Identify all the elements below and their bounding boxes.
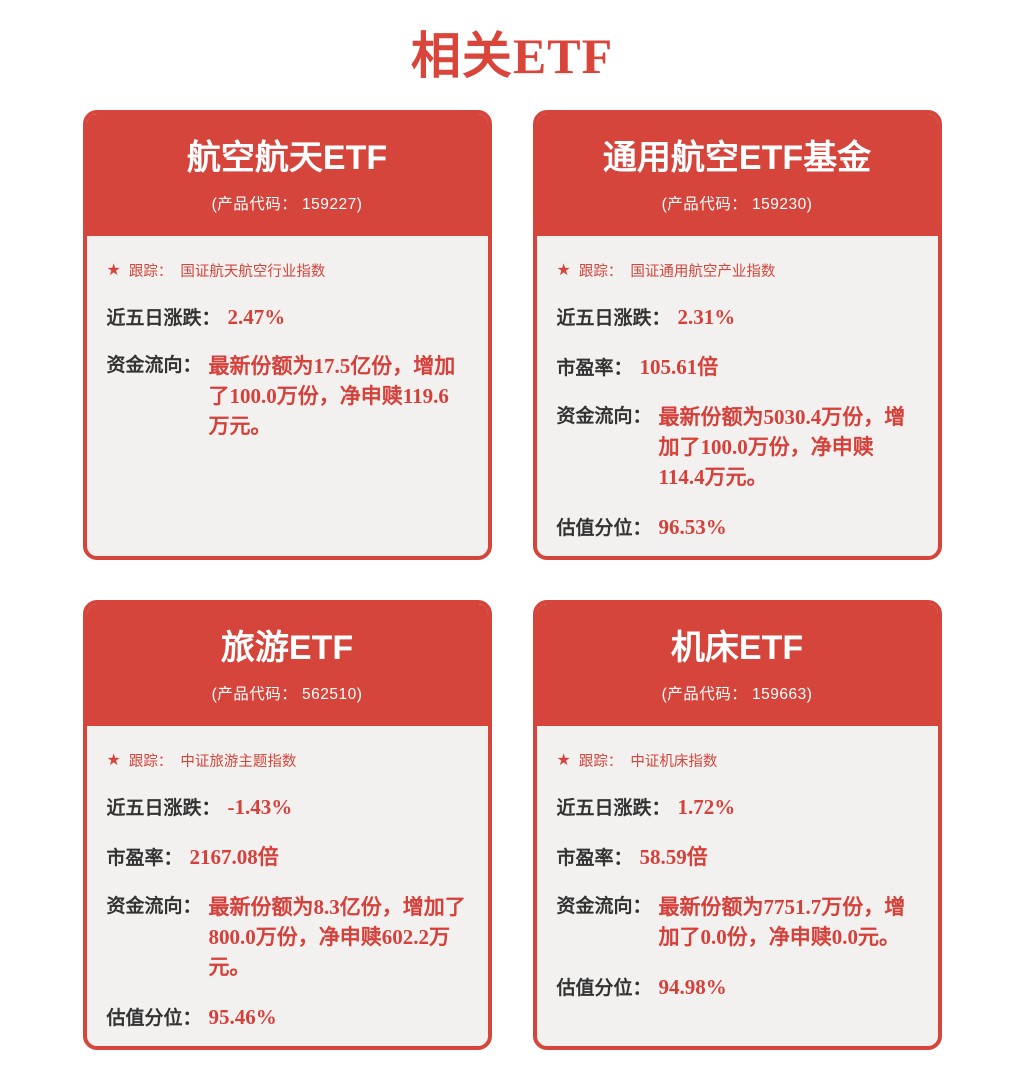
tracking-label: 跟踪： [128,754,173,771]
card-header: 机床ETF (产品代码： 159663) [536,604,938,727]
card-title: 通用航空ETF基金 [602,139,872,177]
valuation-value: 95.46% [208,1005,277,1030]
star-icon: ★ [556,751,571,769]
tracking-row: ★ 跟踪： 国证通用航空产业指数 [557,260,918,281]
valuation-value: 94.98% [658,975,727,1000]
valuation-label: 估值分位： [556,978,652,1000]
five-day-row: 近五日涨跌： 1.72% [557,793,918,820]
five-day-value: 1.72% [677,795,736,820]
fund-flow-row: 资金流向： 最新份额为17.5亿份，增加了100.0万份，净申赎119.6万元。 [107,351,468,441]
product-code: (产品代码： 562510) [211,686,363,704]
five-day-label: 近五日涨跌： [106,308,221,330]
five-day-label: 近五日涨跌： [556,308,671,330]
fund-flow-value: 最新份额为5030.4万份，增加了100.0万份，净申赎114.4万元。 [658,405,906,490]
product-code: (产品代码： 159230) [661,196,813,214]
five-day-row: 近五日涨跌： -1.43% [107,793,468,820]
tracking-index: 中证机床指数 [630,754,718,771]
card-header: 通用航空ETF基金 (产品代码： 159230) [536,114,938,237]
star-icon: ★ [556,261,571,279]
five-day-row: 近五日涨跌： 2.31% [557,303,918,330]
card-body: ★ 跟踪： 中证机床指数 近五日涨跌： 1.72% 市盈率： 58.59倍 资金… [537,726,938,1046]
etf-card-tourism: 旅游ETF (产品代码： 562510) ★ 跟踪： 中证旅游主题指数 近五日涨… [82,600,492,1050]
fund-flow-value: 最新份额为8.3亿份，增加了800.0万份，净申赎602.2万元。 [208,895,466,980]
tracking-index: 中证旅游主题指数 [180,754,297,771]
fund-flow-value: 最新份额为17.5亿份，增加了100.0万份，净申赎119.6万元。 [208,354,456,439]
tracking-label: 跟踪： [578,264,623,281]
pe-value: 2167.08倍 [189,845,279,870]
five-day-value: 2.47% [227,305,286,330]
tracking-row: ★ 跟踪： 国证航天航空行业指数 [107,260,468,281]
fund-flow-label: 资金流向： [106,355,202,377]
fund-flow-row: 资金流向： 最新份额为8.3亿份，增加了800.0万份，净申赎602.2万元。 [107,892,468,982]
tracking-label: 跟踪： [578,754,623,771]
fund-flow-row: 资金流向： 最新份额为7751.7万份，增加了0.0份，净申赎0.0元。 [557,892,918,952]
pe-label: 市盈率： [556,848,633,870]
five-day-value: -1.43% [227,795,293,820]
pe-value: 58.59倍 [639,845,708,870]
card-body: ★ 跟踪： 国证航天航空行业指数 近五日涨跌： 2.47% 资金流向： 最新份额… [87,236,488,556]
card-header: 航空航天ETF (产品代码： 159227) [86,114,488,237]
five-day-label: 近五日涨跌： [106,798,221,820]
card-title: 旅游ETF [220,629,354,667]
tracking-row: ★ 跟踪： 中证机床指数 [557,750,918,771]
valuation-value: 96.53% [658,515,727,540]
valuation-row: 估值分位： 95.46% [107,1003,468,1030]
five-day-row: 近五日涨跌： 2.47% [107,303,468,330]
card-body: ★ 跟踪： 中证旅游主题指数 近五日涨跌： -1.43% 市盈率： 2167.0… [87,726,488,1046]
card-title: 机床ETF [670,629,804,667]
product-code: (产品代码： 159227) [211,196,363,214]
tracking-label: 跟踪： [128,264,173,281]
etf-card-machine-tool: 机床ETF (产品代码： 159663) ★ 跟踪： 中证机床指数 近五日涨跌：… [532,600,942,1050]
five-day-value: 2.31% [677,305,736,330]
tracking-index: 国证通用航空产业指数 [630,264,776,281]
fund-flow-label: 资金流向： [106,896,202,918]
fund-flow-label: 资金流向： [556,896,652,918]
star-icon: ★ [106,261,121,279]
valuation-row: 估值分位： 94.98% [557,973,918,1000]
fund-flow-label: 资金流向： [556,406,652,428]
pe-value: 105.61倍 [639,355,719,380]
etf-card-aerospace: 航空航天ETF (产品代码： 159227) ★ 跟踪： 国证航天航空行业指数 … [82,110,492,560]
tracking-index: 国证航天航空行业指数 [180,264,326,281]
pe-row: 市盈率： 58.59倍 [557,841,918,871]
star-icon: ★ [106,751,121,769]
valuation-row: 估值分位： 96.53% [557,513,918,540]
page-title: 相关ETF [410,28,614,84]
product-code: (产品代码： 159663) [661,686,813,704]
tracking-row: ★ 跟踪： 中证旅游主题指数 [107,750,468,771]
valuation-label: 估值分位： [106,1008,202,1030]
pe-label: 市盈率： [106,848,183,870]
valuation-label: 估值分位： [556,518,652,540]
fund-flow-row: 资金流向： 最新份额为5030.4万份，增加了100.0万份，净申赎114.4万… [557,402,918,492]
pe-label: 市盈率： [556,358,633,380]
etf-grid: 航空航天ETF (产品代码： 159227) ★ 跟踪： 国证航天航空行业指数 … [0,110,1024,1050]
card-body: ★ 跟踪： 国证通用航空产业指数 近五日涨跌： 2.31% 市盈率： 105.6… [537,236,938,556]
five-day-label: 近五日涨跌： [556,798,671,820]
etf-card-general-aviation: 通用航空ETF基金 (产品代码： 159230) ★ 跟踪： 国证通用航空产业指… [532,110,942,560]
card-title: 航空航天ETF [186,139,388,177]
fund-flow-value: 最新份额为7751.7万份，增加了0.0份，净申赎0.0元。 [658,895,906,950]
card-header: 旅游ETF (产品代码： 562510) [86,604,488,727]
pe-row: 市盈率： 105.61倍 [557,351,918,381]
pe-row: 市盈率： 2167.08倍 [107,841,468,871]
